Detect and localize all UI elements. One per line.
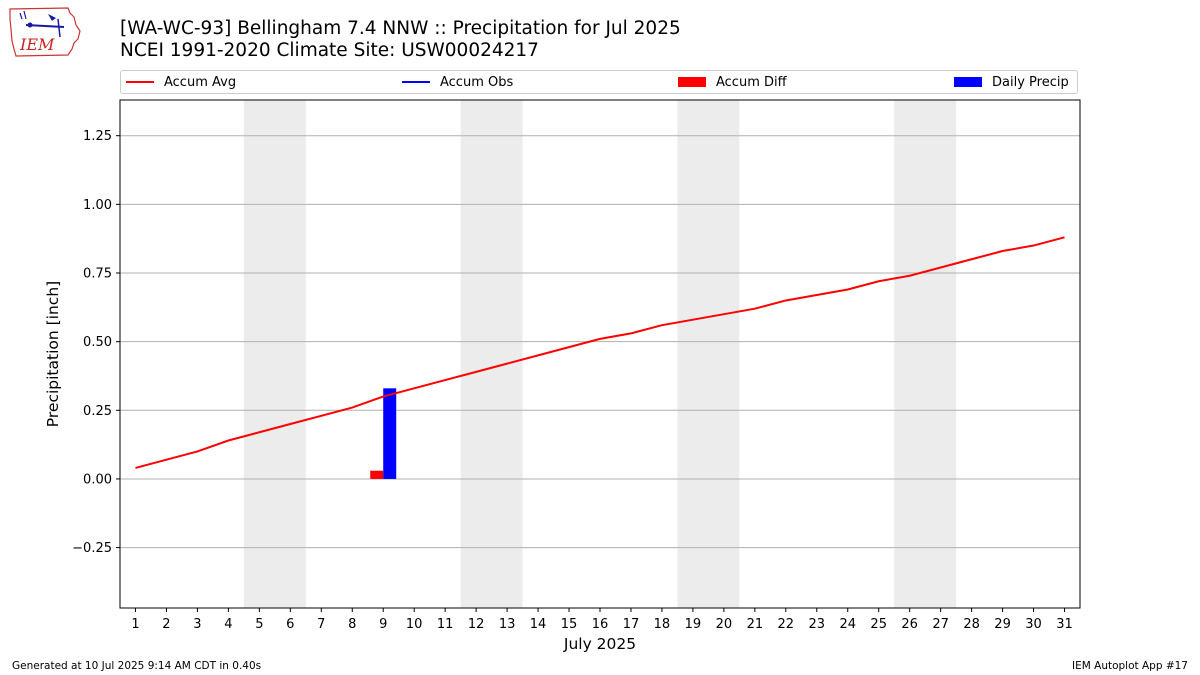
weekend-shade	[460, 100, 523, 608]
legend-label: Accum Obs	[440, 74, 514, 90]
y-tick-label: 1.25	[83, 129, 112, 144]
x-tick-label: 22	[778, 617, 795, 632]
legend-swatch-accum-avg	[126, 81, 154, 83]
legend-swatch-accum-obs	[402, 81, 430, 83]
legend-item-accum-avg: Accum Avg	[126, 74, 236, 90]
x-tick-label: 21	[747, 617, 764, 632]
iowa-state-weather-logo-icon: IEM	[9, 7, 81, 57]
weekend-shade	[243, 100, 306, 608]
legend-swatch-accum-diff	[678, 77, 706, 87]
x-tick-label: 8	[348, 617, 356, 632]
x-tick-label: 26	[901, 617, 918, 632]
weekend-shade	[894, 100, 957, 608]
legend-item-accum-diff: Accum Diff	[678, 74, 787, 90]
x-tick-label: 4	[224, 617, 232, 632]
x-tick-label: 28	[963, 617, 980, 632]
x-tick-label: 31	[1056, 617, 1073, 632]
plot-frame	[119, 99, 1081, 609]
x-tick-label: 27	[932, 617, 949, 632]
x-tick-label: 16	[592, 617, 609, 632]
x-axis-label: July 2025	[563, 635, 636, 653]
logo-text: IEM	[19, 35, 55, 54]
generated-timestamp: Generated at 10 Jul 2025 9:14 AM CDT in …	[12, 660, 262, 672]
x-tick-label: 7	[317, 617, 325, 632]
x-tick-label: 24	[839, 617, 856, 632]
chart-subtitle: NCEI 1991-2020 Climate Site: USW00024217	[120, 40, 539, 61]
x-tick-label: 5	[255, 617, 263, 632]
y-tick-label: −0.25	[72, 541, 112, 556]
y-tick-label: 0.50	[83, 335, 112, 350]
x-tick-label: 13	[499, 617, 516, 632]
x-tick-label: 15	[561, 617, 578, 632]
x-tick-label: 29	[994, 617, 1011, 632]
x-tick-label: 3	[193, 617, 201, 632]
x-tick-label: 18	[654, 617, 671, 632]
legend-label: Accum Diff	[716, 74, 787, 90]
y-tick-label: 0.25	[83, 404, 112, 419]
accum-avg-line	[135, 236, 1065, 469]
x-tick-label: 25	[870, 617, 887, 632]
x-tick-label: 14	[530, 617, 547, 632]
legend-label: Daily Precip	[992, 74, 1069, 90]
x-tick-label: 2	[162, 617, 170, 632]
legend-label: Accum Avg	[164, 74, 237, 90]
x-tick-label: 1	[131, 617, 139, 632]
daily-precip-bar	[383, 388, 397, 479]
legend-swatch-daily-precip	[954, 77, 982, 87]
legend-item-accum-obs: Accum Obs	[402, 74, 513, 90]
chart-title: [WA-WC-93] Bellingham 7.4 NNW :: Precipi…	[120, 18, 681, 39]
weekend-shade	[677, 100, 740, 608]
y-tick-label: 0.00	[83, 472, 112, 487]
app-credit: IEM Autoplot App #17	[1072, 660, 1188, 672]
y-axis-label: Precipitation [inch]	[44, 281, 62, 427]
x-tick-label: 12	[468, 617, 485, 632]
x-tick-label: 19	[685, 617, 702, 632]
x-tick-label: 9	[379, 617, 387, 632]
x-tick-label: 20	[716, 617, 733, 632]
x-tick-label: 30	[1025, 617, 1042, 632]
legend-item-daily-precip: Daily Precip	[954, 74, 1069, 90]
x-tick-label: 23	[809, 617, 826, 632]
y-tick-label: 1.00	[83, 198, 112, 213]
x-tick-label: 17	[623, 617, 640, 632]
x-tick-label: 11	[437, 617, 454, 632]
x-tick-label: 10	[406, 617, 423, 632]
y-tick-label: 0.75	[83, 266, 112, 281]
iem-logo: IEM	[8, 5, 82, 60]
accum-diff-bar	[370, 470, 384, 479]
chart-legend: Accum Avg Accum Obs Accum Diff Daily Pre…	[120, 70, 1078, 94]
x-tick-label: 6	[286, 617, 294, 632]
